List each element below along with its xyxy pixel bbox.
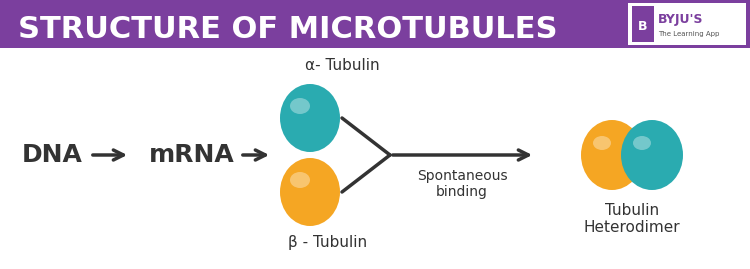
Ellipse shape	[290, 98, 310, 114]
Text: α- Tubulin: α- Tubulin	[305, 58, 380, 73]
Text: DNA: DNA	[22, 143, 82, 167]
Text: STRUCTURE OF MICROTUBULES: STRUCTURE OF MICROTUBULES	[18, 16, 557, 44]
Bar	[0, 0, 750, 48]
Ellipse shape	[633, 136, 651, 150]
Text: β - Tubulin: β - Tubulin	[288, 235, 368, 250]
Text: Spontaneous
binding: Spontaneous binding	[417, 169, 507, 199]
Text: mRNA: mRNA	[149, 143, 235, 167]
Ellipse shape	[290, 172, 310, 188]
Ellipse shape	[280, 158, 340, 226]
Ellipse shape	[280, 84, 340, 152]
Text: The Learning App: The Learning App	[658, 31, 719, 37]
Bar	[628, 3, 746, 45]
Text: Tubulin
Heterodimer: Tubulin Heterodimer	[584, 203, 680, 235]
Text: BYJU'S: BYJU'S	[658, 13, 704, 27]
Ellipse shape	[593, 136, 611, 150]
Ellipse shape	[621, 120, 683, 190]
Bar	[632, 6, 654, 42]
Ellipse shape	[581, 120, 643, 190]
Text: B: B	[638, 19, 648, 33]
